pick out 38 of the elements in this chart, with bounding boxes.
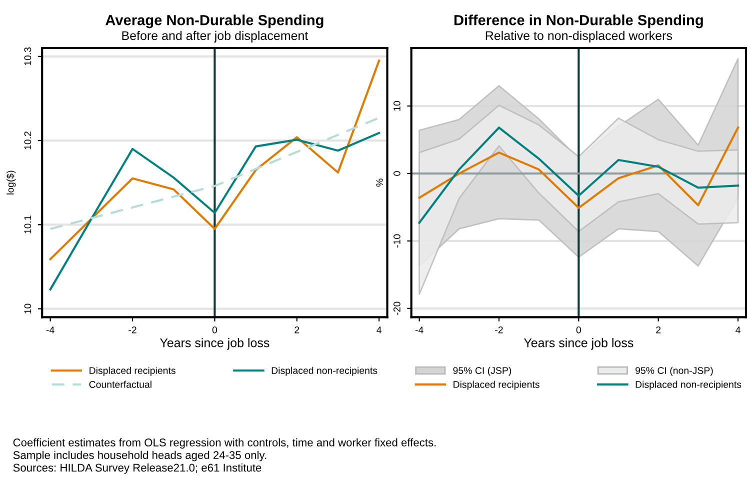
chart-subtitle: Before and after job displacement [122, 30, 308, 43]
line-series [418, 126, 740, 209]
chart-title: Difference in Non-Durable Spending [454, 14, 703, 28]
x-tick-label: -2 [128, 326, 136, 334]
x-axis-title: Years since job loss [160, 338, 270, 350]
y-tick-label: 10.2 [24, 132, 32, 150]
legend-label: Displaced recipients [454, 380, 540, 390]
legend-label: 95% CI (non-JSP) [636, 366, 713, 376]
y-tick-label: 10 [394, 101, 400, 111]
text: Sample includes household heads aged 24-35 only. [13, 450, 266, 462]
y-tick-label: -10 [394, 234, 400, 248]
source-note: Sources: HILDA Survey Release21.0; e61 Institute [13, 463, 262, 474]
x-tick-label: 0 [576, 326, 581, 334]
legend-label: Counterfactual [89, 380, 152, 388]
x-tick-label: 4 [736, 326, 740, 334]
chart-title: Average Non-Durable Spending [106, 14, 324, 28]
x-tick-label: 2 [656, 326, 661, 334]
y-tick-label: 10.3 [24, 47, 32, 66]
chart-subtitle: Relative to non-displaced workers [486, 30, 672, 43]
y-tick-label: 10.1 [24, 216, 32, 234]
y-tick-label: 0 [394, 171, 400, 176]
line-series [418, 126, 740, 224]
y-tick-label: 10 [24, 304, 32, 314]
y-tick-label: -20 [394, 302, 400, 316]
y-axis-title: % [376, 178, 383, 187]
text: Coefficient estimates from OLS regression with controls, time and worker fixed effects. [13, 438, 436, 449]
legend-label: 95% CI (JSP) [453, 366, 512, 376]
legend-label: Displaced non-recipients [272, 366, 378, 376]
y-axis-title: log($) [6, 170, 16, 194]
x-axis-title: Years since job loss [524, 338, 634, 350]
x-tick-label: -2 [495, 326, 503, 334]
legend-label: Displaced non-recipients [636, 380, 742, 390]
legend-label: Displaced recipients [90, 366, 176, 376]
x-tick-label: -4 [46, 326, 54, 334]
x-tick-label: 4 [376, 326, 382, 334]
x-tick-label: -4 [415, 326, 424, 334]
x-tick-label: 0 [212, 326, 218, 334]
x-tick-label: 2 [294, 326, 300, 334]
